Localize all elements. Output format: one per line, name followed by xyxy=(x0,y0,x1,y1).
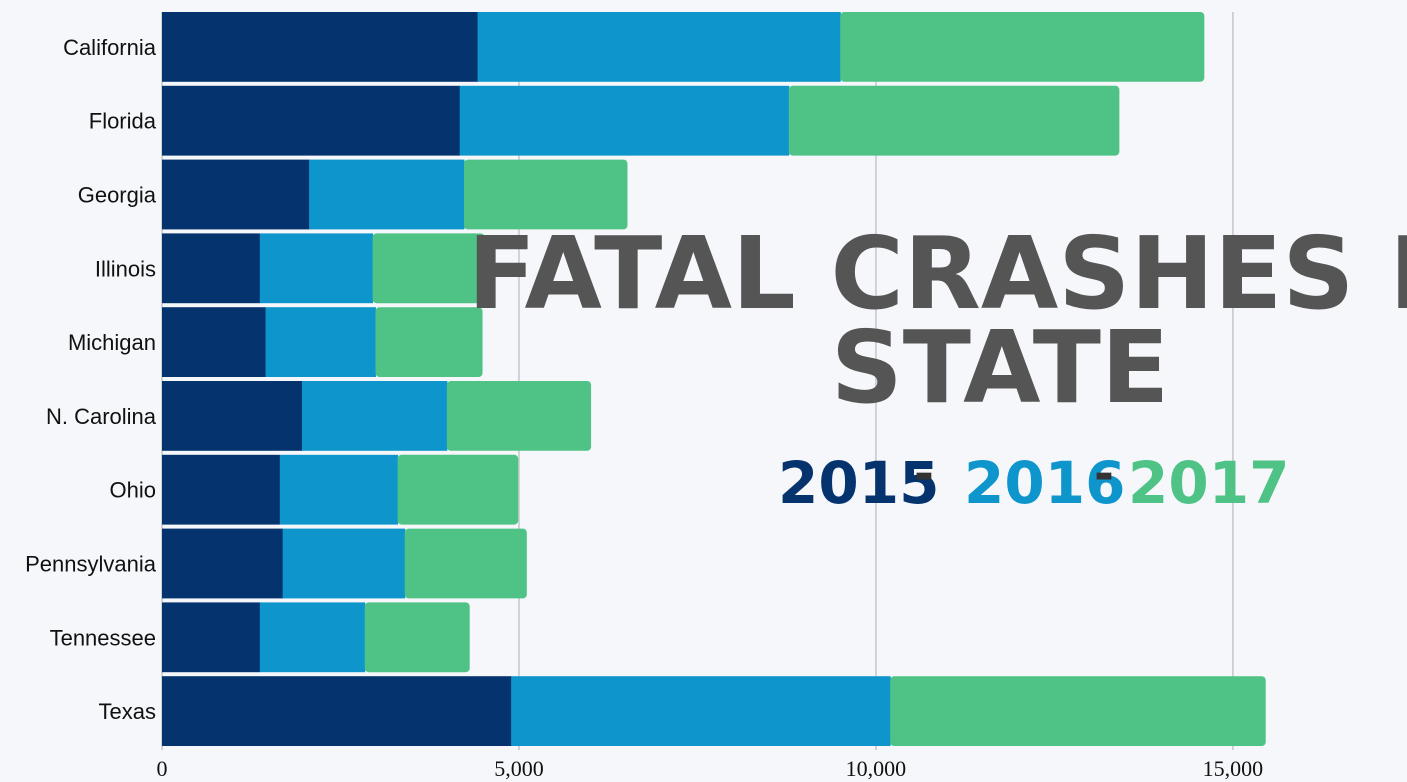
bar-pennsylvania-2015 xyxy=(162,528,284,599)
title-line-1: FATAL CRASHES BY xyxy=(468,215,1407,332)
title-line-2: STATE xyxy=(831,309,1170,426)
bar-california-2017 xyxy=(840,12,1205,82)
bar-texas-2015 xyxy=(162,676,512,746)
category-labels: California Florida Georgia Illinois Michigan… xyxy=(25,35,157,724)
bar-georgia-2016 xyxy=(309,159,465,230)
bar-pennsylvania-2016 xyxy=(282,528,406,599)
bar-georgia-2015 xyxy=(162,159,310,230)
bar-california-2015 xyxy=(162,12,479,82)
bar-michigan-2015 xyxy=(162,307,267,377)
category-label: Ohio xyxy=(110,478,156,503)
bar-illinois-2017 xyxy=(372,233,485,304)
bar-georgia-2017 xyxy=(463,159,628,230)
bar-illinois-2015 xyxy=(162,233,261,304)
legend: 2015 - 2016 - 2017 xyxy=(778,446,1289,517)
category-label: Florida xyxy=(89,109,157,134)
bar-pennsylvania-2017 xyxy=(404,528,527,599)
x-tick-label: 10,000 xyxy=(846,756,907,781)
bar-tennessee-2015 xyxy=(162,602,261,673)
bar-ohio-2015 xyxy=(162,454,281,525)
x-tick-label: 15,000 xyxy=(1203,756,1264,781)
bars xyxy=(162,12,1266,746)
chart-title: FATAL CRASHES BY STATE xyxy=(468,215,1407,426)
bar-texas-2016 xyxy=(511,676,891,746)
bar-tennessee-2016 xyxy=(259,602,366,673)
bar-n-carolina-2017 xyxy=(446,381,592,451)
bar-florida-2017 xyxy=(788,85,1120,156)
category-label: Texas xyxy=(99,699,156,724)
category-label: Tennessee xyxy=(50,625,156,650)
x-tick-labels: 0 5,000 10,000 15,000 xyxy=(157,756,1264,781)
bar-california-2016 xyxy=(477,12,841,82)
bar-n-carolina-2016 xyxy=(301,381,448,451)
legend-separator-1: - xyxy=(914,446,934,502)
bar-n-carolina-2015 xyxy=(162,381,303,451)
legend-2016: 2016 xyxy=(964,449,1125,517)
x-tick-label: 0 xyxy=(157,756,168,781)
legend-separator-2: - xyxy=(1094,446,1114,502)
x-tick-label: 5,000 xyxy=(494,756,544,781)
bar-tennessee-2017 xyxy=(364,602,470,673)
category-label: Illinois xyxy=(95,256,156,281)
bar-florida-2016 xyxy=(459,85,790,156)
category-label: California xyxy=(63,35,157,60)
bar-ohio-2016 xyxy=(279,454,399,525)
category-label: Michigan xyxy=(68,330,156,355)
bar-michigan-2017 xyxy=(375,307,483,377)
bar-texas-2017 xyxy=(890,676,1266,746)
legend-2015: 2015 xyxy=(778,449,939,517)
category-label: Georgia xyxy=(78,183,157,208)
bar-florida-2015 xyxy=(162,85,461,156)
bar-michigan-2016 xyxy=(265,307,376,377)
category-label: Pennsylvania xyxy=(25,552,157,577)
bar-ohio-2017 xyxy=(397,454,519,525)
category-label: N. Carolina xyxy=(46,404,157,429)
legend-2017: 2017 xyxy=(1128,449,1289,517)
bar-illinois-2016 xyxy=(259,233,374,304)
